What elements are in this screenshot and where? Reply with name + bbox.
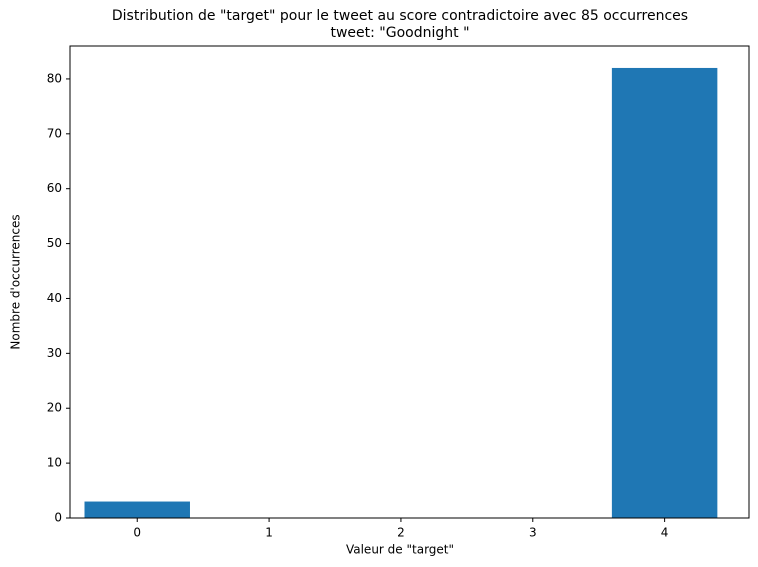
x-tick-label: 3 bbox=[529, 526, 537, 540]
x-tick-label: 0 bbox=[133, 526, 141, 540]
chart-subtitle: tweet: "Goodnight " bbox=[330, 25, 469, 41]
y-tick-label: 0 bbox=[54, 511, 62, 525]
x-tick-label: 4 bbox=[661, 526, 669, 540]
y-tick-label: 50 bbox=[47, 236, 62, 250]
y-tick-label: 80 bbox=[47, 71, 62, 85]
y-axis-label: Nombre d'occurrences bbox=[9, 214, 23, 349]
y-tick-label: 40 bbox=[47, 291, 62, 305]
x-axis-label: Valeur de "target" bbox=[346, 543, 454, 557]
chart-title: Distribution de "target" pour le tweet a… bbox=[112, 8, 688, 24]
y-tick-label: 70 bbox=[47, 126, 62, 140]
bar bbox=[84, 501, 190, 518]
y-tick-label: 10 bbox=[47, 456, 62, 470]
plot-frame bbox=[69, 45, 750, 519]
y-tick-label: 30 bbox=[47, 346, 62, 360]
y-tick-label: 20 bbox=[47, 401, 62, 415]
x-tick-label: 1 bbox=[265, 526, 273, 540]
bar bbox=[611, 67, 718, 518]
y-tick-label: 60 bbox=[47, 181, 62, 195]
x-tick-label: 2 bbox=[397, 526, 405, 540]
